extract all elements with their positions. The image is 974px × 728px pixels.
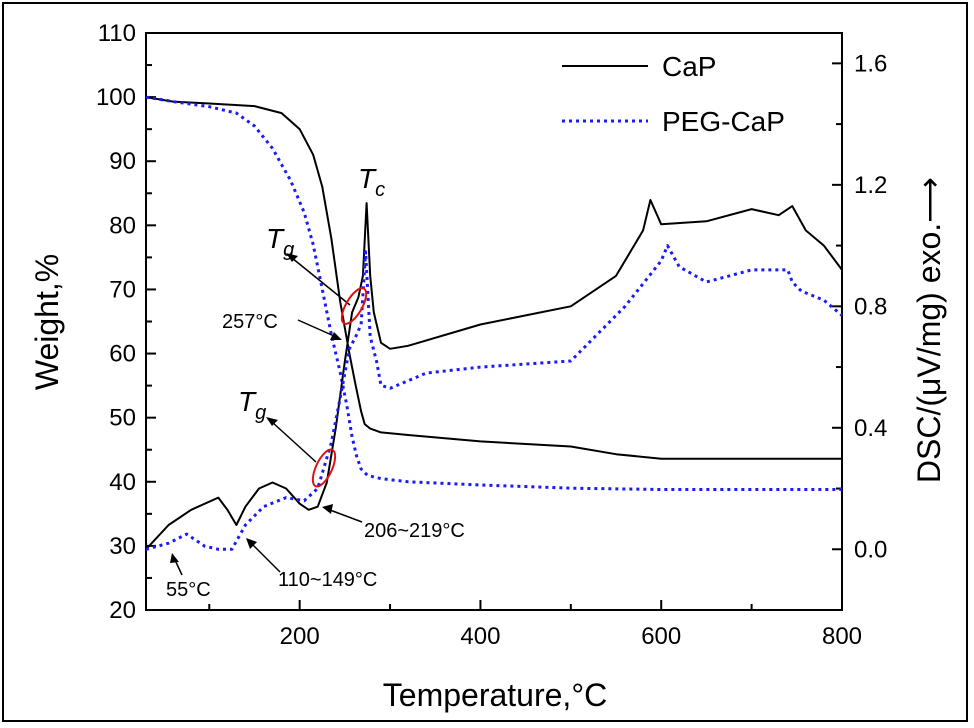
cap-tg-line: [145, 96, 842, 460]
y-tick-label: 40: [109, 469, 136, 496]
arrow-55c: [174, 559, 183, 576]
y2-tick-label: 0.0: [854, 536, 887, 563]
y2-tick-label: 1.2: [854, 172, 887, 199]
y-tick-label: 100: [96, 84, 136, 111]
y-tick-label: 80: [109, 212, 136, 239]
legend: CaP PEG-CaP: [562, 51, 785, 137]
legend-label-cap: CaP: [662, 51, 716, 82]
x-tick-label: 200: [280, 623, 320, 650]
y2-tick-label: 1.6: [854, 50, 887, 77]
x-axis-title: Temperature,°C: [383, 677, 607, 713]
arrowhead-206-219c: [322, 504, 333, 514]
annotation-tg-lower: Tg: [238, 386, 266, 424]
y-tick-label: 70: [109, 276, 136, 303]
annotation-257c: 257°C: [222, 311, 278, 333]
y-tick-label: 90: [109, 148, 136, 175]
y-tick-label: 60: [109, 341, 136, 368]
peg-cap-dsc-line: [145, 244, 843, 551]
legend-label-peg-cap: PEG-CaP: [662, 106, 785, 137]
y2-axis-title: DSC/(μV/mg) exo.⟶: [911, 177, 947, 483]
annotation-tg-upper: Tg: [266, 223, 294, 261]
arrowhead-55c: [170, 553, 179, 563]
arrow-257c: [297, 319, 335, 337]
annotations: Tc Tg Tg 257°C 206~219°C 55°C 110~149°C: [166, 163, 465, 601]
x-tick-label: 800: [822, 623, 862, 650]
tg-lower-circle: [311, 448, 337, 488]
arrow-110-149c: [251, 543, 281, 573]
tg-upper-circle: [340, 287, 368, 325]
arrowhead-tg-upper-start: [286, 253, 298, 262]
y-tick-label: 50: [109, 405, 136, 432]
arrowhead-tg-lower-start: [266, 417, 278, 426]
x-tick-label: 400: [460, 623, 500, 650]
annotation-206-219c: 206~219°C: [364, 520, 465, 542]
x-tick-label: 600: [641, 623, 681, 650]
arrowhead-110-149c: [246, 538, 257, 549]
y2-tick-label: 0.4: [854, 415, 887, 442]
y-axis-title: Weight,%: [29, 254, 65, 390]
y-tick-label: 20: [109, 597, 136, 624]
cap-dsc-line: [145, 199, 843, 550]
y2-tick-label: 0.8: [854, 293, 887, 320]
arrowhead-257c: [330, 332, 342, 340]
y-tick-label: 110: [98, 20, 136, 47]
annotation-55c: 55°C: [166, 579, 211, 601]
arrow-206-219c: [329, 509, 363, 523]
annotation-tc: Tc: [358, 163, 385, 201]
arrow-tg-lower: [271, 421, 317, 463]
y-tick-label: 30: [109, 533, 136, 560]
plot-layer: 200 400 600 800 20 30 40 50 60 70 80 90 100 110 0.0 0.4…: [96, 20, 887, 650]
annotation-110-149c: 110~149°C: [278, 569, 377, 591]
peg-cap-tg-line: [145, 95, 842, 491]
arrow-tg-upper: [291, 257, 351, 306]
